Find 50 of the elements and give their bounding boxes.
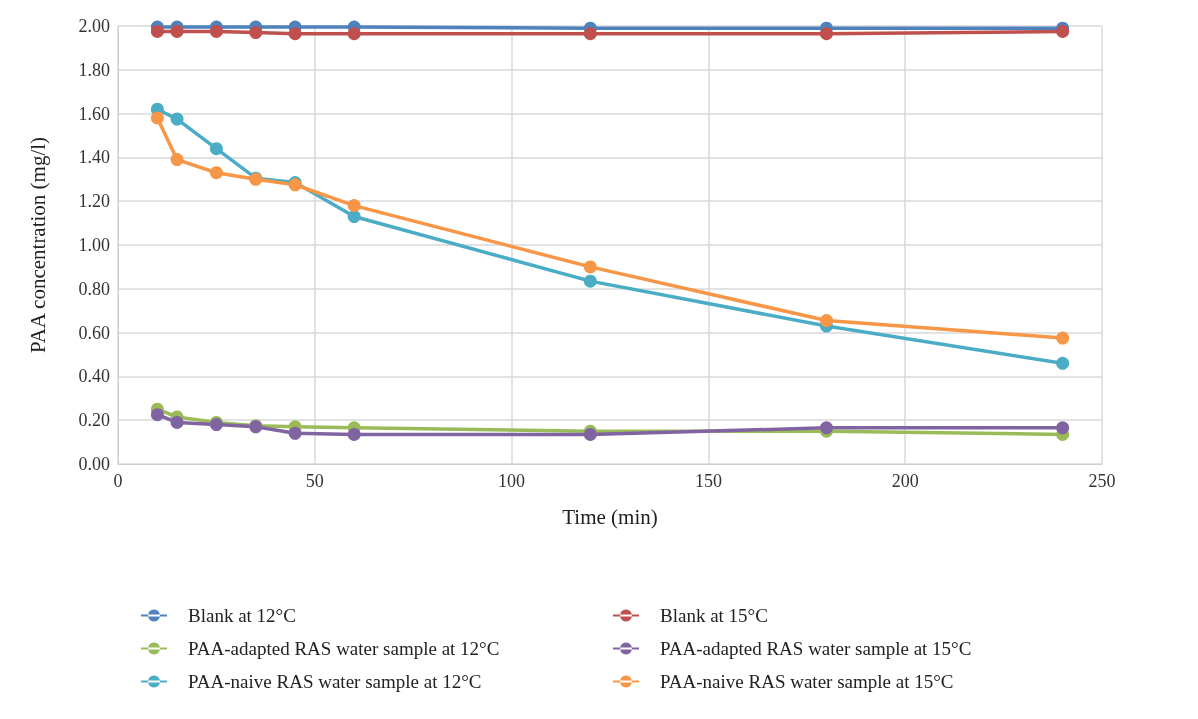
point: [150, 111, 164, 125]
point: [150, 408, 164, 422]
y-tick-label: 0.60: [78, 322, 110, 343]
y-tick-label: 2.00: [78, 16, 110, 36]
y-tick-label: 1.60: [78, 103, 110, 124]
point: [1056, 331, 1070, 345]
point: [819, 314, 833, 328]
point: [170, 415, 184, 429]
y-tick-label: 0.00: [78, 454, 110, 474]
y-tick-label: 1.20: [78, 191, 110, 212]
point: [288, 27, 302, 41]
point: [170, 153, 184, 167]
y-axis-title: PAA concentration (mg/l): [25, 136, 50, 354]
point: [583, 260, 597, 274]
x-tick-label: 250: [1088, 471, 1116, 491]
y-tick-label: 1.00: [78, 235, 110, 255]
point: [209, 24, 223, 38]
x-tick-label: 100: [498, 471, 526, 491]
point: [170, 112, 184, 126]
y-tick-label: 0.80: [78, 278, 110, 299]
point: [150, 24, 164, 38]
legend-label: Blank at 15°C: [660, 605, 768, 626]
point: [1056, 356, 1070, 370]
point: [583, 27, 597, 41]
x-axis-title: Time (min): [562, 504, 658, 529]
y-tick-label: 1.40: [78, 147, 110, 168]
x-tick-label: 200: [891, 471, 919, 491]
y-tick-label: 0.40: [78, 366, 110, 387]
legend-label: PAA-naive RAS water sample at 15°C: [660, 671, 954, 692]
point: [288, 426, 302, 440]
legend-label: PAA-adapted RAS water sample at 12°C: [188, 638, 500, 659]
point: [209, 166, 223, 180]
point: [819, 27, 833, 41]
point: [347, 199, 361, 213]
point: [209, 142, 223, 156]
point: [170, 24, 184, 38]
y-tick-label: 0.20: [78, 410, 110, 431]
point: [347, 210, 361, 224]
x-tick-label: 50: [305, 471, 324, 491]
point: [347, 427, 361, 441]
x-tick-label: 150: [694, 471, 722, 491]
y-tick-label: 1.80: [78, 59, 110, 80]
point: [583, 274, 597, 288]
legend-label: PAA-adapted RAS water sample at 15°C: [660, 638, 972, 659]
legend-label: Blank at 12°C: [188, 605, 296, 626]
point: [347, 27, 361, 41]
x-tick-label: 0: [113, 471, 123, 491]
legend-label: PAA-naive RAS water sample at 12°C: [188, 671, 482, 692]
point: [1056, 421, 1070, 435]
point: [249, 26, 263, 40]
